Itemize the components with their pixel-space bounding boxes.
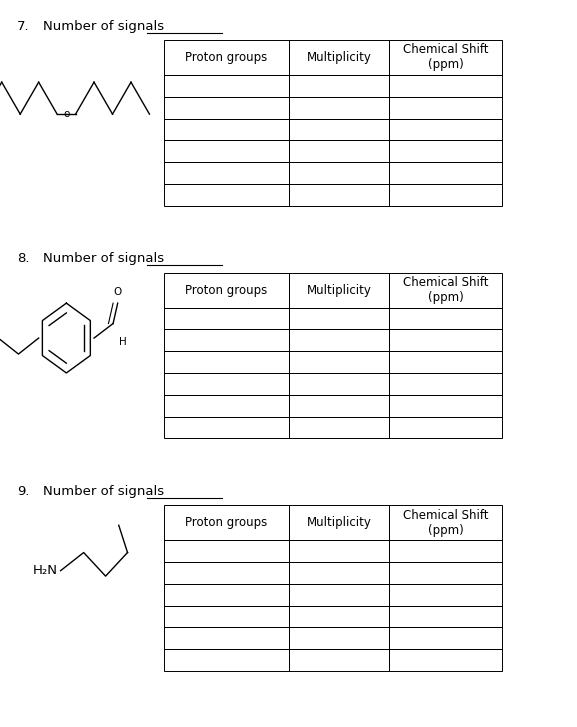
Bar [389, 97, 502, 119]
Bar [164, 329, 288, 351]
Text: o: o [63, 109, 70, 119]
Bar [164, 308, 288, 329]
Bar [164, 627, 288, 649]
Text: Proton groups: Proton groups [185, 284, 268, 297]
Bar [288, 75, 389, 97]
Bar [389, 505, 502, 540]
Bar [288, 40, 389, 75]
Bar [164, 162, 288, 184]
Bar [164, 606, 288, 627]
Bar [288, 97, 389, 119]
Text: O: O [114, 287, 122, 297]
Text: Number of signals: Number of signals [43, 252, 164, 265]
Bar [288, 540, 389, 562]
Text: Multiplicity: Multiplicity [306, 284, 372, 297]
Bar [164, 184, 288, 206]
Bar [288, 119, 389, 140]
Text: Chemical Shift
(ppm): Chemical Shift (ppm) [403, 44, 489, 71]
Bar [164, 395, 288, 417]
Text: 8.: 8. [17, 252, 30, 265]
Bar [288, 373, 389, 395]
Bar [389, 627, 502, 649]
Bar [164, 119, 288, 140]
Bar [389, 606, 502, 627]
Bar [389, 40, 502, 75]
Bar [288, 505, 389, 540]
Bar [288, 140, 389, 162]
Bar [288, 606, 389, 627]
Text: Multiplicity: Multiplicity [306, 51, 372, 64]
Bar [164, 40, 288, 75]
Bar [164, 562, 288, 584]
Bar [164, 417, 288, 438]
Bar [389, 273, 502, 308]
Bar [288, 162, 389, 184]
Bar [389, 417, 502, 438]
Bar [288, 329, 389, 351]
Bar [389, 540, 502, 562]
Bar [389, 329, 502, 351]
Bar [389, 649, 502, 671]
Bar [389, 562, 502, 584]
Bar [288, 584, 389, 606]
Bar [389, 75, 502, 97]
Text: H₂N: H₂N [33, 564, 58, 577]
Bar [164, 97, 288, 119]
Bar [288, 308, 389, 329]
Text: Number of signals: Number of signals [43, 485, 164, 498]
Bar [288, 562, 389, 584]
Bar [389, 119, 502, 140]
Bar [164, 505, 288, 540]
Bar [389, 140, 502, 162]
Bar [389, 162, 502, 184]
Bar [288, 417, 389, 438]
Bar [288, 395, 389, 417]
Bar [288, 184, 389, 206]
Bar [389, 395, 502, 417]
Bar [288, 627, 389, 649]
Text: Number of signals: Number of signals [43, 20, 164, 33]
Bar [164, 351, 288, 373]
Bar [164, 273, 288, 308]
Bar [164, 140, 288, 162]
Bar [288, 273, 389, 308]
Text: 9.: 9. [17, 485, 30, 498]
Bar [164, 540, 288, 562]
Text: Multiplicity: Multiplicity [306, 516, 372, 529]
Text: Proton groups: Proton groups [185, 51, 268, 64]
Bar [164, 75, 288, 97]
Text: Chemical Shift
(ppm): Chemical Shift (ppm) [403, 509, 489, 537]
Bar [288, 649, 389, 671]
Bar [288, 351, 389, 373]
Text: Proton groups: Proton groups [185, 516, 268, 529]
Bar [389, 373, 502, 395]
Bar [389, 184, 502, 206]
Text: Chemical Shift
(ppm): Chemical Shift (ppm) [403, 276, 489, 304]
Bar [164, 584, 288, 606]
Bar [164, 373, 288, 395]
Bar [164, 649, 288, 671]
Bar [389, 584, 502, 606]
Text: H: H [119, 337, 126, 347]
Bar [389, 308, 502, 329]
Text: 7.: 7. [17, 20, 30, 33]
Bar [389, 351, 502, 373]
